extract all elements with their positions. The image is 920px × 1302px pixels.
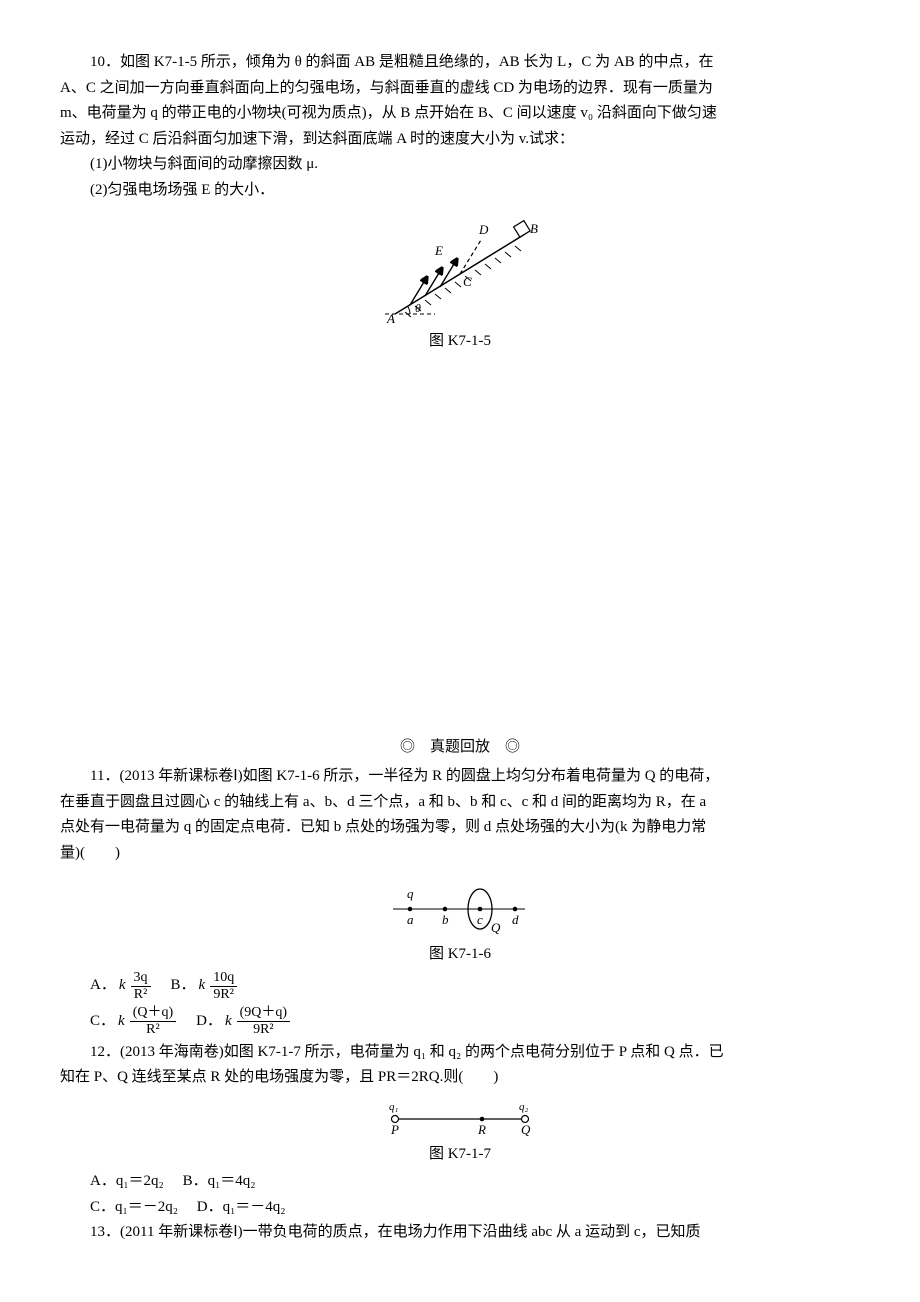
q13-stem-1: 13．(2011 年新课标卷Ⅰ)一带负电荷的质点，在电场力作用下沿曲线 abc …: [60, 1220, 860, 1246]
fig1-label-D: D: [478, 222, 489, 237]
q12-stem-1: 12．(2013 年海南卷)如图 K7-1-7 所示，电荷量为 q₁ 和 q₂ …: [60, 1040, 860, 1066]
q11-opt-B[interactable]: B． k 10q9R²: [171, 970, 240, 1003]
q12-opt-D[interactable]: D．q₁＝－4q₂: [197, 1199, 286, 1215]
q11-fig-caption: 图 K7-1-6: [60, 942, 860, 968]
fig1-label-E: E: [434, 243, 443, 258]
q12-opt-B[interactable]: B．q₁＝4q₂: [183, 1173, 256, 1189]
q11-opt-D[interactable]: D． k (9Q＋q)9R²: [196, 1005, 292, 1038]
fig2-a: a: [407, 912, 414, 927]
q12-fig-caption: 图 K7-1-7: [60, 1142, 860, 1168]
q12-options: A．q₁＝2q₂ B．q₁＝4q₂ C．q₁＝－2q₂ D．q₁＝－4q₂: [90, 1169, 860, 1220]
fig1-label-C: C: [463, 274, 472, 289]
optC-k: k: [118, 1009, 125, 1035]
fig3-q2: q₂: [519, 1101, 529, 1113]
fig2-c: c: [477, 912, 483, 927]
q12-figure: q₁ q₂ P R Q 图 K7-1-7: [60, 1097, 860, 1168]
fig3-R: R: [477, 1122, 486, 1137]
q11-stem-1: 11．(2013 年新课标卷Ⅰ)如图 K7-1-6 所示，一半径为 R 的圆盘上…: [60, 764, 860, 790]
q12-stem-2: 知在 P、Q 连线至某点 R 处的电场强度为零，且 PR＝2RQ.则( ): [60, 1065, 860, 1091]
fig1-label-B: B: [530, 221, 538, 236]
q10-stem-3: m、电荷量为 q 的带正电的小物块(可视为质点)，从 B 点开始在 B、C 间以…: [60, 101, 860, 127]
fig3-q1: q₁: [389, 1101, 399, 1113]
q11-opt-C[interactable]: C． k (Q＋q)R²: [90, 1005, 178, 1038]
optD-k: k: [225, 1009, 232, 1035]
optB-label: B．: [171, 973, 196, 999]
fig2-q: q: [407, 886, 414, 901]
fig1-label-theta: θ: [415, 301, 421, 315]
q11-options: A． k 3qR² B． k 10q9R² C． k (Q＋q)R² D． k …: [90, 970, 860, 1038]
fig2-Q: Q: [491, 920, 501, 935]
fig1-label-A: A: [386, 311, 395, 326]
q10-fig-caption: 图 K7-1-5: [60, 329, 860, 355]
section2-title: ◎ 真题回放 ◎: [60, 735, 860, 761]
q10-figure: A B C D E θ 图 K7-1-5: [60, 209, 860, 355]
q11-stem-2: 在垂直于圆盘且过圆心 c 的轴线上有 a、b、d 三个点，a 和 b、b 和 c…: [60, 790, 860, 816]
q11-figure: q a b c d Q 图 K7-1-6: [60, 872, 860, 968]
q11-opt-A[interactable]: A． k 3qR²: [90, 970, 153, 1003]
q10-stem-2: A、C 之间加一方向垂直斜面向上的匀强电场，与斜面垂直的虚线 CD 为电场的边界…: [60, 76, 860, 102]
q11-stem-4: 量)( ): [60, 841, 860, 867]
fig3-Q: Q: [521, 1122, 531, 1137]
fig2-d: d: [512, 912, 519, 927]
q10-stem-4: 运动，经过 C 后沿斜面匀加速下滑，到达斜面底端 A 时的速度大小为 v.试求：: [60, 127, 860, 153]
q12-opt-A[interactable]: A．q₁＝2q₂: [90, 1173, 164, 1189]
optB-k: k: [199, 973, 206, 999]
fig2-b: b: [442, 912, 449, 927]
q10-work-space: [60, 357, 860, 717]
optD-label: D．: [196, 1009, 222, 1035]
q10-sub2: (2)匀强电场场强 E 的大小．: [60, 178, 860, 204]
q12-opt-C[interactable]: C．q₁＝－2q₂: [90, 1199, 178, 1215]
q10-stem-1: 10．如图 K7-1-5 所示，倾角为 θ 的斜面 AB 是粗糙且绝缘的，AB …: [60, 50, 860, 76]
optC-label: C．: [90, 1009, 115, 1035]
fig3-P: P: [390, 1122, 399, 1137]
optA-label: A．: [90, 973, 116, 999]
optA-k: k: [119, 973, 126, 999]
q10-sub1: (1)小物块与斜面间的动摩擦因数 μ.: [60, 152, 860, 178]
q11-stem-3: 点处有一电荷量为 q 的固定点电荷．已知 b 点处的场强为零，则 d 点处场强的…: [60, 815, 860, 841]
